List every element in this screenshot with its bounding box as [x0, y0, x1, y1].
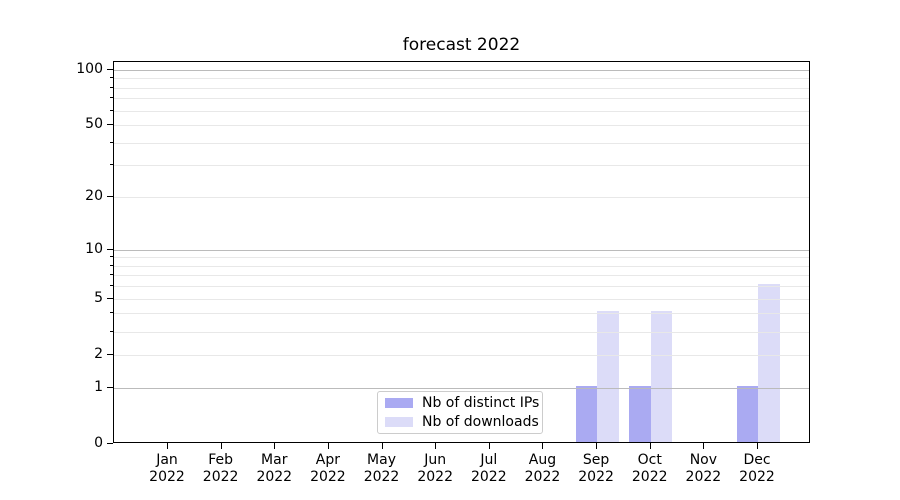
major-gridline — [114, 387, 809, 389]
y-minor-tick-mark — [110, 164, 113, 166]
minor-gridline — [114, 354, 809, 356]
y-tick-label: 100 — [76, 60, 103, 77]
y-tick-mark — [107, 386, 113, 388]
minor-gridline — [114, 98, 809, 100]
y-minor-tick-mark — [110, 274, 113, 276]
x-tick-mark — [703, 443, 705, 449]
x-tick-mark — [757, 443, 758, 449]
x-tick-mark — [381, 443, 383, 449]
y-minor-tick-mark — [110, 256, 113, 258]
y-minor-tick-mark — [110, 86, 113, 88]
chart-title: forecast 2022 — [402, 35, 521, 55]
minor-gridline — [114, 87, 809, 89]
bar-downloads-oct — [650, 311, 673, 442]
bar-downloads-sep — [597, 311, 619, 442]
minor-gridline — [114, 265, 809, 267]
x-tick-label: Sep 2022 — [578, 452, 614, 485]
minor-gridline — [114, 286, 809, 288]
legend-label-distinct-ips: Nb of distinct IPs — [422, 395, 540, 412]
minor-gridline — [114, 298, 809, 300]
y-minor-tick-mark — [110, 109, 113, 111]
y-tick-mark — [107, 297, 113, 299]
x-tick-mark — [435, 443, 437, 449]
y-tick-mark — [107, 443, 113, 444]
x-tick-label: Oct 2022 — [631, 452, 668, 485]
x-tick-mark — [596, 443, 598, 449]
legend-swatch-distinct-ips — [385, 398, 413, 409]
bar-downloads-dec — [758, 284, 780, 442]
bar-distinct-ips-dec — [736, 385, 758, 442]
x-tick-label: Jul 2022 — [470, 452, 507, 485]
y-tick-mark — [107, 68, 113, 70]
y-minor-tick-mark — [110, 97, 113, 99]
y-minor-tick-mark — [110, 141, 113, 143]
y-minor-tick-mark — [110, 264, 113, 266]
x-tick-label: Jan 2022 — [149, 452, 185, 485]
x-tick-label: May 2022 — [363, 452, 400, 485]
minor-gridline — [114, 313, 809, 315]
y-minor-tick-mark — [110, 312, 113, 314]
x-tick-mark — [327, 443, 329, 449]
y-minor-tick-mark — [110, 77, 113, 79]
minor-gridline — [114, 257, 809, 259]
legend-label-downloads: Nb of downloads — [422, 413, 539, 430]
plot-area — [113, 61, 810, 443]
y-tick-label: 5 — [94, 289, 103, 306]
x-tick-mark — [542, 443, 544, 449]
x-tick-label: Apr 2022 — [310, 452, 346, 485]
x-tick-mark — [167, 443, 168, 449]
major-gridline — [114, 69, 809, 71]
legend-swatch-downloads — [385, 416, 413, 427]
y-tick-label: 50 — [85, 116, 103, 133]
x-tick-mark — [220, 443, 222, 449]
minor-gridline — [114, 125, 809, 127]
minor-gridline — [114, 331, 809, 333]
x-tick-label: Jun 2022 — [417, 452, 453, 485]
y-tick-mark — [107, 353, 113, 355]
legend: Nb of distinct IPs Nb of downloads — [377, 391, 543, 434]
x-tick-label: Dec 2022 — [739, 452, 775, 485]
y-tick-mark — [107, 124, 113, 126]
x-tick-label: Nov 2022 — [685, 452, 722, 485]
y-minor-tick-mark — [110, 285, 113, 287]
minor-gridline — [114, 275, 809, 277]
legend-item-downloads: Nb of downloads — [385, 413, 539, 431]
y-minor-tick-mark — [110, 330, 113, 332]
y-tick-label: 2 — [94, 345, 103, 362]
minor-gridline — [114, 78, 809, 80]
y-tick-label: 1 — [94, 378, 103, 395]
x-tick-mark — [649, 443, 651, 449]
legend-item-distinct-ips: Nb of distinct IPs — [385, 394, 539, 412]
y-tick-label: 10 — [85, 240, 103, 257]
minor-gridline — [114, 142, 809, 144]
x-tick-label: Aug 2022 — [524, 452, 561, 485]
minor-gridline — [114, 110, 809, 112]
minor-gridline — [114, 197, 809, 199]
bar-distinct-ips-oct — [629, 385, 651, 442]
y-tick-mark — [107, 196, 113, 198]
major-gridline — [114, 249, 809, 251]
x-tick-label: Feb 2022 — [202, 452, 239, 485]
bar-distinct-ips-sep — [575, 385, 598, 442]
x-tick-label: Mar 2022 — [256, 452, 293, 485]
y-tick-label: 20 — [85, 188, 103, 205]
x-tick-mark — [274, 443, 276, 449]
y-tick-mark — [107, 248, 113, 250]
y-tick-label: 0 — [94, 435, 103, 451]
x-tick-mark — [488, 443, 490, 449]
minor-gridline — [114, 165, 809, 167]
